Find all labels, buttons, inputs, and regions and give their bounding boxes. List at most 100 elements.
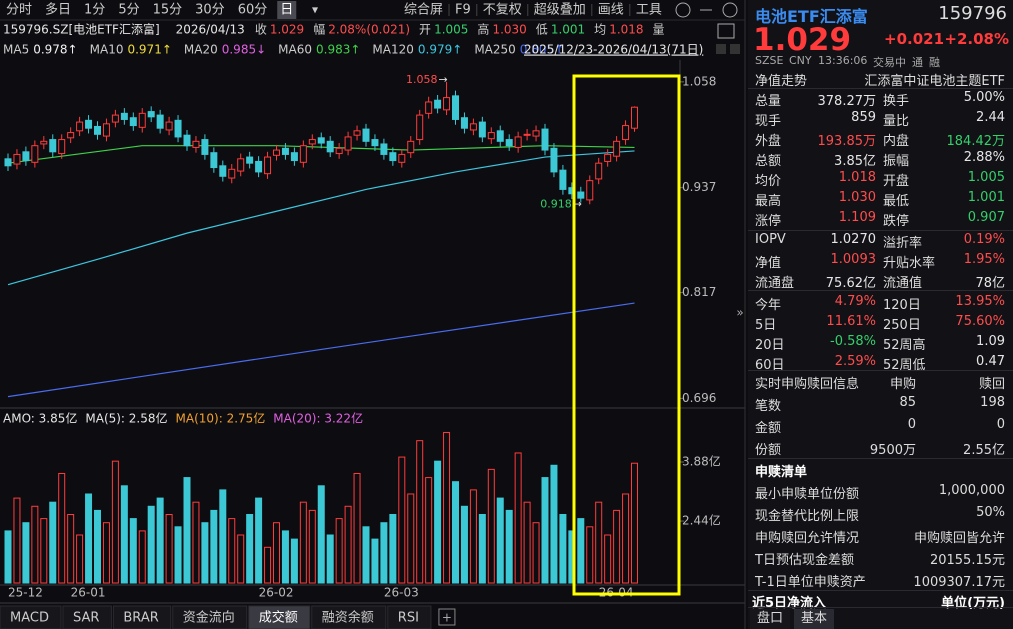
add-tab[interactable]: [438, 608, 456, 626]
indicator-tab[interactable]: 资金流向: [183, 610, 235, 626]
y-tick-label: 2.44亿: [682, 513, 721, 528]
volume-bar: [255, 497, 263, 584]
period-tab[interactable]: 30分: [195, 3, 225, 18]
basket-value: 50%: [976, 505, 1005, 520]
tool-button[interactable]: F9: [455, 3, 471, 18]
stat-value: 1.09: [976, 334, 1005, 349]
quote-meta: 通: [912, 56, 923, 69]
tool-icon[interactable]: [717, 23, 735, 39]
volume-bar: [586, 526, 594, 584]
tool-button[interactable]: 工具: [636, 3, 662, 18]
candle-body: [264, 156, 272, 175]
close-icon[interactable]: [722, 2, 738, 18]
indicator-tab-bg: [0, 605, 62, 629]
divider: [748, 458, 1013, 459]
candle-body: [487, 132, 495, 140]
volume-bar: [58, 472, 66, 584]
field-label: 量: [653, 23, 665, 37]
indicator-tab[interactable]: BRAR: [123, 611, 158, 626]
ma-line: [7, 150, 635, 286]
ma-value: 0.983↑: [316, 43, 360, 57]
period-tab[interactable]: 日: [280, 3, 293, 18]
ma-name: MA20: [184, 43, 218, 57]
candle-body: [631, 106, 638, 129]
indicator-tab[interactable]: 成交额: [259, 610, 298, 626]
stat-label: 换手: [883, 94, 910, 109]
ma-value: 0.971↑: [127, 43, 171, 57]
panel-tab[interactable]: 基本: [794, 609, 834, 629]
candle-body: [228, 168, 236, 179]
stat-value: 1.018: [838, 170, 876, 185]
volume-bar: [469, 489, 477, 584]
panel-tab[interactable]: 盘口: [750, 609, 790, 629]
period-tab[interactable]: 60分: [238, 3, 268, 18]
volume-bar: [487, 468, 495, 584]
tool-button[interactable]: 超级叠加: [534, 3, 586, 18]
candle-body: [559, 169, 567, 190]
ma-value: 0.805↑: [520, 43, 564, 57]
volume-bar: [129, 518, 137, 584]
period-tab[interactable]: 1分: [84, 3, 105, 18]
volume-bar: [13, 497, 21, 584]
candle-body: [443, 97, 451, 111]
period-tab[interactable]: 5分: [118, 3, 139, 18]
candle-body: [550, 147, 558, 173]
date-range[interactable]: 2025/12/23-2026/04/13(71日): [524, 43, 703, 57]
zoom-button[interactable]: [716, 44, 726, 54]
candle-body: [4, 158, 12, 167]
stat-label: 现手: [755, 114, 782, 129]
add-tab-icon[interactable]: +: [442, 611, 452, 625]
date: 2026/04/13: [176, 23, 245, 37]
ma-line: [7, 302, 635, 398]
tool-button[interactable]: 画线: [598, 3, 624, 18]
x-tick-label: 26-01: [71, 586, 106, 600]
candle-body: [532, 130, 540, 137]
candle-body: [174, 119, 182, 138]
candle-body: [317, 137, 325, 144]
period-tab[interactable]: 分时: [6, 3, 32, 18]
indicator-tab[interactable]: SAR: [73, 611, 99, 626]
candle-body: [380, 143, 388, 155]
stat-value: 184.42万: [946, 134, 1006, 149]
settings-icon[interactable]: [675, 2, 691, 18]
dropdown-arrow[interactable]: ▾: [312, 3, 318, 17]
candle-body: [76, 121, 84, 132]
collapse-arrow[interactable]: »: [736, 306, 743, 320]
volume-bar: [505, 509, 513, 584]
creation-value: 198: [980, 395, 1005, 410]
zoom-button[interactable]: [730, 44, 740, 54]
indicator-tab[interactable]: 融资余额: [322, 610, 374, 626]
candle-body: [31, 145, 39, 163]
volume-bar: [201, 522, 209, 584]
volume-bar: [246, 513, 254, 584]
tool-button[interactable]: 不复权: [483, 2, 522, 18]
volume-bar: [604, 534, 612, 584]
indicator-tab[interactable]: MACD: [10, 611, 49, 626]
stat-value: 75.62亿: [825, 276, 876, 291]
active-tab-bg: [277, 1, 297, 19]
divider: [748, 290, 1013, 291]
ma-value: 0.985↓: [222, 43, 266, 57]
ma-value: 0.978↑: [33, 43, 77, 57]
stat-label: 均价: [755, 174, 782, 189]
period-tab[interactable]: 15分: [153, 3, 183, 18]
volume-bar: [183, 477, 191, 584]
indicator-tab[interactable]: RSI: [398, 611, 419, 626]
creation-label: 金额: [755, 421, 782, 436]
stat-value: 2.88%: [963, 150, 1005, 165]
volume-bar: [398, 456, 406, 584]
volume-bar: [550, 464, 558, 584]
creation-value: 9500万: [869, 443, 916, 458]
period-tab[interactable]: 多日: [45, 2, 71, 18]
stat-label: 52周低: [883, 358, 926, 373]
volume-bar: [85, 493, 93, 584]
candle-body: [147, 111, 155, 118]
candle-body: [389, 152, 397, 162]
stat-label: 内盘: [883, 134, 910, 149]
stat-value: 0.907: [967, 210, 1005, 225]
tool-button[interactable]: 综合屏: [404, 3, 443, 18]
volume-bar: [344, 505, 352, 584]
candle-body: [299, 145, 307, 163]
basket-value: 1,000,000: [938, 483, 1005, 498]
divider: [748, 370, 1013, 371]
